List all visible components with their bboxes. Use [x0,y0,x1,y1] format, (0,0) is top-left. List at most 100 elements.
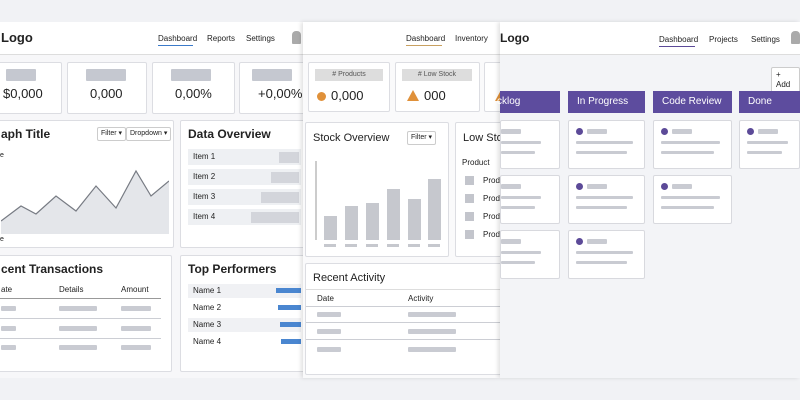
button-label: Filter [411,134,427,141]
placeholder [501,261,535,264]
placeholder [59,326,97,331]
placeholder [661,151,714,154]
nav-link[interactable]: Projects [709,35,738,44]
kpi-card: 0,000 [67,62,147,114]
area [1,171,169,234]
name-label: Name 3 [193,320,222,329]
kpi-card: $0,000 [0,62,62,114]
overview-card: Data Overview Item 1 Item 2 Item 3 Item 4 [180,120,309,248]
board-panel: Logo Dashboard Projects Settings + Add c… [497,22,800,378]
placeholder [758,129,778,134]
nav-link[interactable]: Settings [751,35,780,44]
nav-link[interactable]: Dashboard [406,34,446,43]
placeholder [408,329,456,334]
status-dot [747,128,754,135]
user-icon[interactable] [292,31,301,44]
filter-button[interactable]: Filter ▾ [407,131,437,145]
task-card[interactable] [653,175,732,224]
bar [366,203,379,240]
nav-link[interactable]: Inventory [455,34,488,43]
nav-link[interactable]: Settings [246,34,275,43]
placeholder [501,251,541,254]
kpi-card: # Low Stock 000 [395,62,480,112]
graph-card: aph Title Filter ▾ Dropdown ▾ e e [0,120,174,248]
column-header [653,91,732,113]
item-label: Item 3 [193,192,216,201]
column-header: Amount [121,285,149,294]
transactions-card: cent Transactions ate Details Amount [0,255,172,372]
placeholder [672,129,692,134]
divider [0,298,161,299]
filter-button[interactable]: Filter ▾ [97,127,127,141]
column-title: In Progress [577,96,629,107]
divider [306,339,511,340]
nav-underline [406,45,442,46]
placeholder [6,69,36,81]
kpi-icon [317,92,326,101]
card-title: aph Title [1,127,51,141]
kpi-value: 0,00% [175,86,212,101]
placeholder [747,151,782,154]
warning-icon [407,90,419,101]
kpi-value: $0,000 [3,86,43,101]
product-thumb [465,230,474,239]
row-bg [188,335,301,349]
task-card[interactable] [739,120,800,169]
task-card[interactable] [568,175,645,224]
placeholder [576,251,633,254]
dropdown-button[interactable]: Dropdown ▾ [126,127,172,141]
product-label: Produ [483,194,505,203]
placeholder [501,151,535,154]
placeholder [501,129,521,134]
kpi-label: # Products [315,69,383,81]
task-card[interactable] [568,230,645,279]
product-thumb [465,176,474,185]
nav-link[interactable]: Dashboard [158,34,198,43]
header [303,22,500,55]
placeholder [576,206,627,209]
item-label: Item 4 [193,212,216,221]
add-button[interactable]: + Add [771,67,800,93]
line [1,169,169,222]
task-card[interactable] [653,120,732,169]
placeholder [408,347,456,352]
card-title: cent Transactions [1,262,104,276]
card-title: Data Overview [188,127,271,141]
card-title: Recent Activity [313,272,386,284]
placeholder [576,141,633,144]
placeholder [587,184,607,189]
user-icon[interactable] [791,31,800,44]
row-bg [188,318,301,332]
x-placeholders [324,244,440,247]
performer-bar [276,288,301,293]
name-label: Name 4 [193,337,222,346]
bar-chart [315,161,441,247]
item-bar [279,152,299,163]
placeholder [408,312,456,317]
task-card[interactable] [568,120,645,169]
row-bg [188,284,301,298]
inventory-panel: Dashboard Inventory # Products 0,000 # L… [303,22,517,378]
placeholder [576,261,627,264]
column-header: Activity [408,294,434,303]
column-header [568,91,645,113]
performer-bar [281,339,301,344]
axis-label: e [0,152,4,159]
column-header [500,91,560,113]
nav-link[interactable]: Dashboard [659,35,699,44]
divider [306,306,511,307]
placeholder [121,306,151,311]
task-card[interactable] [500,175,560,224]
task-card[interactable] [500,120,560,169]
column-header: Date [317,294,334,303]
nav-link[interactable]: Reports [207,34,236,43]
status-dot [576,183,583,190]
item-label: Item 2 [193,172,216,181]
placeholder [59,345,97,350]
task-card[interactable] [500,230,560,279]
placeholder [252,69,292,81]
stock-card: Stock Overview Filter ▾ [305,122,449,257]
row-bg [188,149,301,165]
bar [324,216,337,240]
placeholder [1,326,16,331]
